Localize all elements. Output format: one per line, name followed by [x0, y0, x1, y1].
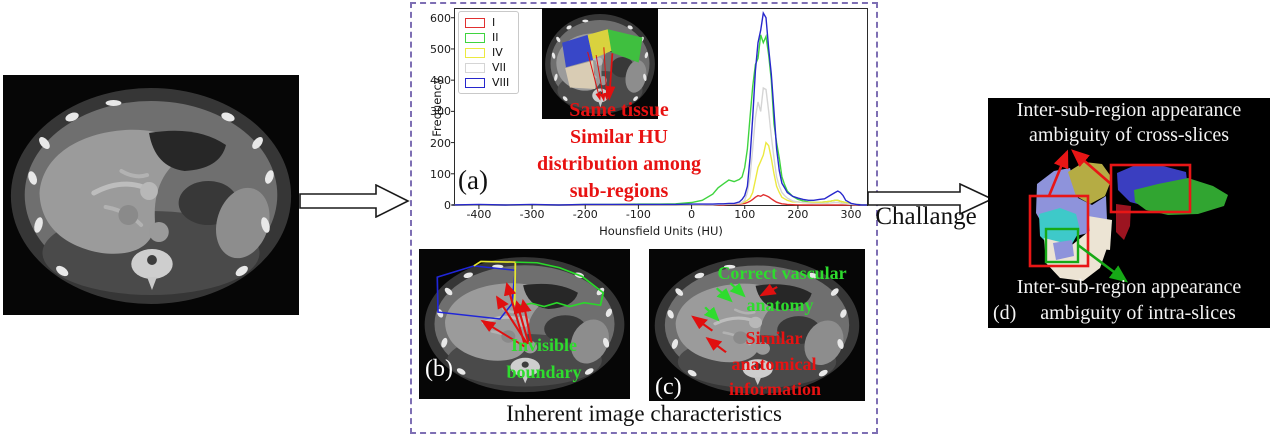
segment-olive [1068, 162, 1112, 204]
y-tick-label: 200 [430, 136, 451, 150]
same-tissue-arrows [587, 47, 616, 102]
similar-anatomical-note: anatomical [731, 354, 817, 374]
legend-swatch [465, 17, 485, 28]
subregion-iv-yellow [587, 29, 613, 59]
series-VIII [452, 11, 867, 206]
d-bottom-text: Inter-sub-region appearance [1016, 276, 1242, 298]
y-tick-label: 300 [430, 105, 451, 119]
legend-entry: II [465, 31, 509, 44]
y-axis-label: Frequency [430, 77, 444, 137]
legend-label: IV [492, 46, 503, 59]
subregion-vii-tan [565, 60, 596, 89]
segment-cream-2 [1088, 216, 1112, 250]
ct-inset-subregions [542, 8, 658, 119]
y-tick-label: 400 [430, 74, 451, 88]
d-bottom-row: (d) ambiguity of intra-slices [988, 303, 1270, 323]
x-tick-label: -400 [466, 208, 492, 221]
segmentation-map [1028, 149, 1228, 283]
note-line: Similar HU [570, 126, 668, 148]
legend-swatch [465, 62, 485, 73]
x-tick-label: 300 [840, 208, 862, 221]
y-tick-label: 500 [430, 42, 451, 56]
y-tick-label: 0 [444, 199, 451, 212]
inherent-characteristics-box: -400 -300 -200 -100 0 100 200 300 0 100 200 300 400… [410, 2, 878, 434]
legend-entry: I [465, 16, 509, 29]
segment-periwinkle-2 [1053, 240, 1074, 260]
segment-darkred [1116, 204, 1131, 240]
legend-swatch [465, 32, 485, 43]
note-line: distribution among [537, 153, 701, 175]
correct-vascular-note: Correct vascular [717, 263, 847, 283]
x-tick-label: -300 [519, 208, 545, 221]
x-tick-label: -200 [572, 208, 598, 221]
ct-scan-left [3, 75, 299, 315]
legend-label: II [492, 31, 499, 44]
red-highlight-box-left [1028, 194, 1090, 268]
d-bottom-text: ambiguity of intra-slices [1040, 302, 1236, 324]
hu-histogram-chart: -400 -300 -200 -100 0 100 200 300 0 100 200 300 400… [430, 8, 868, 238]
note-line: Same tissue [569, 99, 669, 121]
panel-c-label: (c) [655, 374, 682, 400]
intra-slice-arrow [1077, 243, 1129, 283]
correct-anatomy-arrows [703, 282, 746, 322]
panel-d: Inter-sub-region appearance ambiguity of… [988, 98, 1270, 328]
box-caption: Inherent image characteristics [506, 401, 782, 426]
x-tick-label: -100 [625, 208, 651, 221]
ct-scan-b [419, 249, 630, 399]
similar-anatomical-note: information [729, 379, 821, 399]
legend-entry: VIII [465, 76, 510, 89]
legend-entry: VII [465, 61, 509, 74]
y-tick-label: 600 [430, 11, 451, 25]
correct-vascular-note: anatomy [746, 295, 814, 315]
panel-b: Invisible boundary (b) [419, 249, 630, 399]
ct-scan-c [649, 249, 865, 401]
x-axis-ticks: -400 -300 -200 -100 0 100 200 300 [455, 208, 867, 222]
red-highlight-box-right [1109, 163, 1192, 214]
panel-c: Correct vascular anatomy Similar anatomi… [649, 249, 865, 401]
x-tick-label: 100 [734, 208, 756, 221]
x-tick-label: 200 [787, 208, 809, 221]
segment-green [1134, 178, 1228, 215]
d-top-text: Inter-sub-region appearance [1016, 99, 1242, 121]
legend-swatch [465, 47, 485, 58]
similar-anatomy-arrows [691, 283, 778, 354]
legend-label: VII [492, 61, 507, 74]
invisible-boundary-arrows [480, 282, 533, 348]
x-axis-label: Hounsfield Units (HU) [599, 224, 723, 238]
subregion-ii-green [607, 29, 643, 63]
legend-swatch [465, 77, 485, 88]
similar-anatomical-note: Similar [745, 328, 803, 348]
flow-arrow-right [867, 183, 994, 216]
panel-d-label: (d) [993, 302, 1017, 324]
challenge-label: Challange [875, 203, 977, 230]
panel-b-label: (b) [425, 356, 453, 382]
legend-entry: IV [465, 46, 509, 59]
subregion-viii-blue [562, 34, 594, 68]
cross-slice-arrows [1047, 149, 1112, 197]
histogram-plot-area [451, 11, 868, 209]
y-tick-label: 100 [430, 167, 451, 181]
invisible-boundary-note: Invisible [510, 335, 578, 355]
flow-arrow-left [299, 184, 410, 218]
y-axis-ticks: 0 100 200 300 400 500 600 [415, 9, 451, 212]
d-top-text: ambiguity of cross-slices [1029, 124, 1229, 146]
note-line: sub-regions [569, 180, 669, 202]
chart-legend: I II IV VII VIII [458, 11, 520, 94]
legend-label: I [492, 16, 496, 29]
invisible-boundary-note: boundary [506, 362, 582, 382]
x-tick-label: 0 [688, 208, 696, 221]
panel-a-label: (a) [458, 165, 488, 195]
legend-label: VIII [492, 76, 510, 89]
panel-a-notes: Same tissue Similar HU distribution amon… [504, 97, 734, 205]
